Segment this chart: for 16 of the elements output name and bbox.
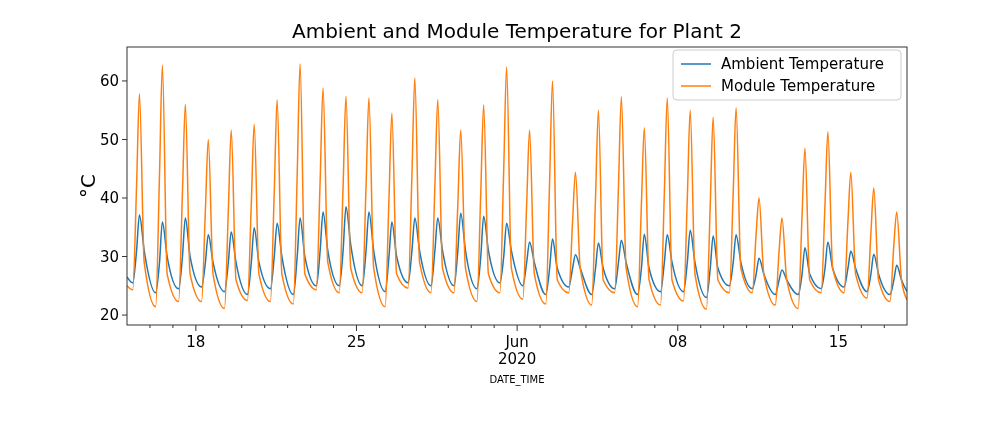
- y-tick-label: 60: [99, 72, 119, 91]
- x-tick-label: 15: [828, 333, 848, 351]
- x-tick-label: 18: [186, 333, 206, 351]
- x-axis-title: DATE_TIME: [489, 374, 545, 386]
- x-tick-label: 08: [668, 333, 688, 351]
- x-tick-label: Jun 2020: [498, 333, 537, 368]
- legend-label: Ambient Temperature: [721, 55, 884, 74]
- y-tick-label: 20: [99, 306, 119, 325]
- y-tick-label: 30: [99, 247, 119, 266]
- line-series: [127, 206, 907, 299]
- y-axis-title: °C: [76, 174, 100, 198]
- y-tick-label: 50: [99, 130, 119, 149]
- legend-label: Module Temperature: [721, 77, 876, 96]
- chart-title: Ambient and Module Temperature for Plant 2: [291, 19, 743, 43]
- y-tick-label: 40: [99, 189, 119, 208]
- x-tick-label: 25: [346, 333, 367, 351]
